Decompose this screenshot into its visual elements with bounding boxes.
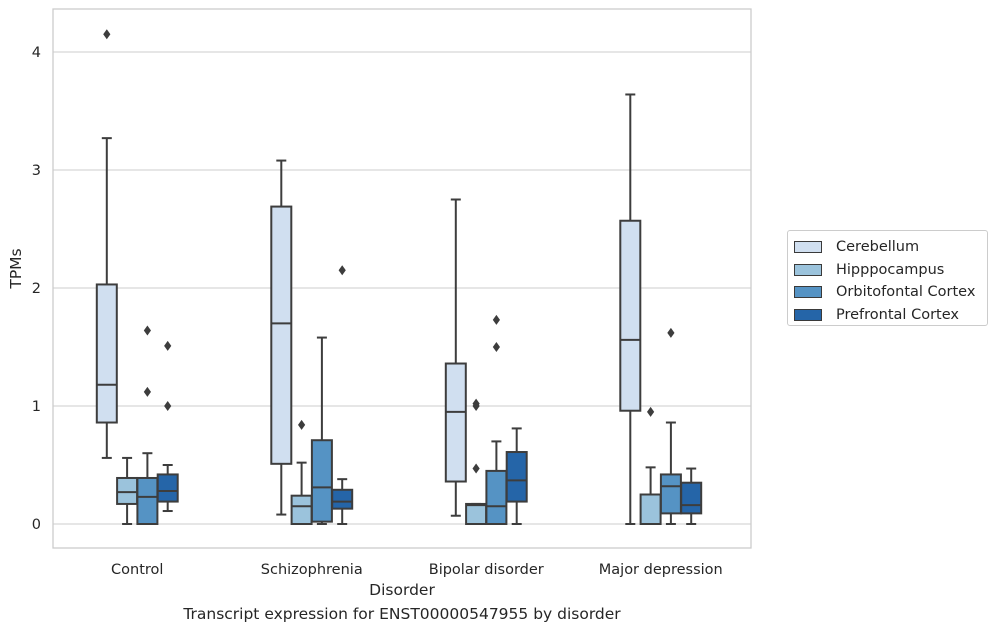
x-axis-label: Disorder (369, 581, 435, 599)
box-body (485, 469, 508, 525)
box-body (156, 473, 179, 503)
legend-swatch (794, 263, 822, 276)
outlier-point (492, 342, 500, 352)
outlier-point (164, 401, 172, 411)
legend-label: Cerebellum (836, 239, 920, 256)
box-hipppocampus (639, 406, 662, 525)
x-tick-labels: Control Schizophrenia Bipolar disorder Majo… (111, 562, 723, 578)
outlier-point (143, 325, 151, 336)
outlier-point (472, 398, 480, 409)
box-body (444, 362, 467, 483)
box-body (659, 473, 682, 515)
box-body (639, 493, 662, 525)
y-tick-label: 3 (32, 163, 41, 179)
box-orbitofontal-cortex (310, 336, 333, 525)
box-body (136, 476, 159, 526)
outlier-point (298, 419, 306, 430)
legend-swatch (794, 308, 822, 321)
y-tick-label: 2 (32, 281, 41, 297)
y-tick-label: 0 (32, 517, 41, 533)
box-cerebellum (444, 198, 467, 517)
x-tick-label: Major depression (599, 562, 723, 578)
box-orbitofontal-cortex (659, 327, 682, 525)
box-hipppocampus (116, 456, 139, 525)
box-orbitofontal-cortex (485, 314, 508, 525)
outlier-point (164, 340, 172, 351)
legend-item: Cerebellum (794, 236, 987, 259)
grid-lines (53, 51, 751, 525)
legend-label: Prefrontal Cortex (836, 306, 959, 323)
box-prefrontal-cortex (505, 427, 528, 525)
box-plots (95, 29, 703, 526)
y-tick-labels: 0 1 2 3 4 (32, 45, 41, 533)
outlier-point (143, 386, 151, 397)
legend-swatch (794, 241, 822, 254)
box-body (95, 283, 118, 424)
outlier-point (647, 406, 655, 417)
legend-label: Hipppocampus (836, 261, 945, 278)
legend: Cerebellum Hipppocampus Orbitofontal Corte… (787, 230, 988, 326)
outlier-point (492, 314, 500, 325)
outlier-point (667, 327, 675, 338)
legend-label: Orbitofontal Cortex (836, 284, 976, 301)
box-cerebellum (270, 159, 293, 516)
box-body (680, 481, 703, 515)
box-prefrontal-cortex (331, 265, 354, 525)
box-body (116, 476, 139, 505)
x-tick-label: Control (111, 562, 163, 578)
chart-caption: Transcript expression for ENST0000054795… (183, 605, 621, 623)
box-prefrontal-cortex (680, 467, 703, 525)
x-tick-label: Bipolar disorder (429, 562, 544, 578)
outlier-point (338, 265, 346, 276)
plot-frame (52, 8, 752, 549)
box-cerebellum (95, 29, 118, 459)
box-orbitofontal-cortex (136, 325, 159, 526)
box-body (465, 502, 488, 526)
box-body (290, 494, 313, 525)
outlier-point (103, 29, 111, 40)
box-body (619, 219, 642, 412)
y-tick-label: 1 (32, 399, 41, 415)
box-cerebellum (619, 93, 642, 525)
legend-swatch (794, 286, 822, 299)
box-hipppocampus (465, 398, 488, 526)
y-tick-label: 4 (32, 45, 41, 61)
box-prefrontal-cortex (156, 340, 179, 513)
legend-item: Orbitofontal Cortex (794, 281, 987, 304)
box-body (505, 451, 528, 503)
box-body (270, 205, 293, 465)
box-body (331, 488, 354, 510)
legend-item: Prefrontal Cortex (794, 304, 987, 327)
box-body (310, 439, 333, 523)
box-hipppocampus (290, 419, 313, 525)
x-tick-label: Schizophrenia (261, 562, 363, 578)
legend-item: Hipppocampus (794, 259, 987, 282)
y-axis-label: TPMs (7, 248, 25, 289)
outlier-point (472, 463, 480, 474)
